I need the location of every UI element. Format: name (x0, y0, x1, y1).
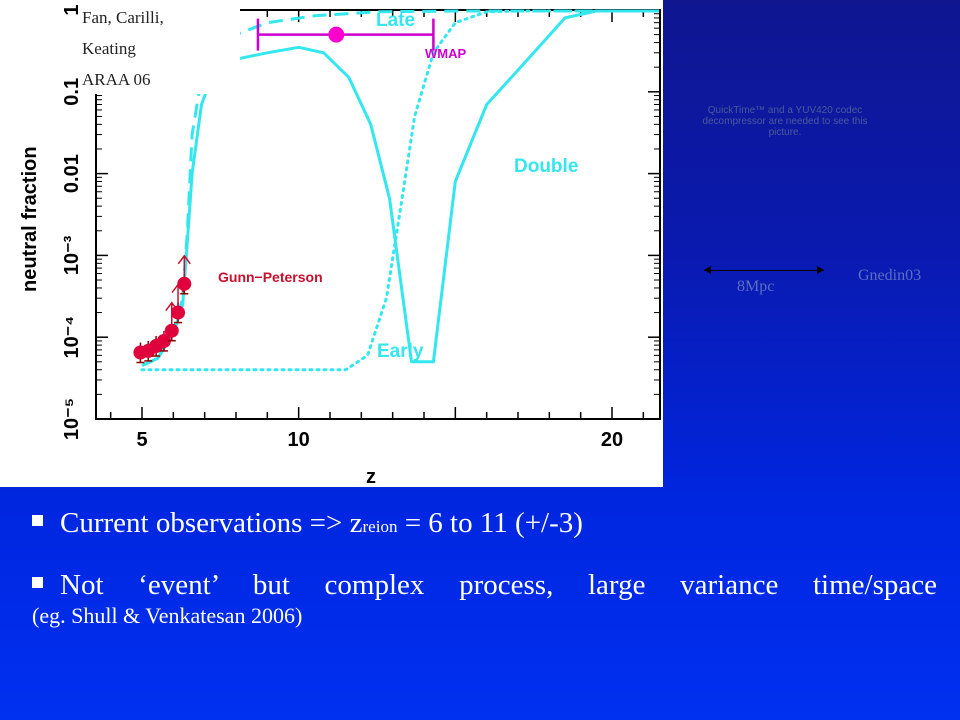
bullet-1-subscript: reion (362, 517, 398, 536)
plot-frame (95, 9, 661, 420)
bullet-1-tail: = 6 to 11 (+/-3) (397, 507, 583, 539)
annotation-early: Early (377, 341, 424, 362)
bullet-2-reference: (eg. Shull & Venkatesan 2006) (32, 603, 303, 628)
quicktime-placeholder-text: QuickTime™ and a YUV420 codec decompress… (702, 105, 868, 138)
y-tick-label: 1 (61, 4, 83, 15)
bullet-1-text: Current observations => z (60, 507, 363, 539)
citation-box (80, 4, 240, 94)
chart: 5 10 20 10⁻⁵ 10⁻⁴ 10⁻³ 0.01 0.1 1 neutral fracti… (19, 4, 661, 487)
gp-arrowhead (177, 254, 191, 265)
y-axis-label: neutral fraction (19, 146, 41, 292)
annotation-gunn-peterson: Gunn−Peterson (218, 269, 323, 285)
y-tick-label: 10⁻³ (61, 235, 83, 275)
annotation-double: Double (514, 156, 578, 177)
scale-label: 8Mpc (737, 278, 775, 295)
citation-line-2: Keating (82, 39, 136, 58)
bullet-list: Current observations => zreion = 6 to 11… (32, 505, 937, 629)
x-tick-label: 10 (288, 429, 310, 451)
y-tick-label: 0.1 (61, 78, 83, 106)
gunn-peterson-points (133, 254, 192, 364)
gp-data-point (164, 323, 179, 338)
x-tick-label: 5 (136, 429, 147, 451)
annotation-wmap: WMAP (425, 46, 466, 61)
gp-data-point (171, 305, 186, 320)
citation-line-1: Fan, Carilli, (82, 8, 164, 27)
scale-bar-arrow (704, 266, 824, 274)
gp-data-point (156, 333, 171, 348)
bullet-marker (32, 577, 43, 588)
series-early (140, 9, 661, 372)
series-double (141, 9, 659, 367)
y-tick-label: 0.01 (61, 154, 83, 193)
gp-data-point (177, 276, 192, 291)
y-tick-label: 10⁻⁵ (61, 398, 83, 440)
wmap-point (328, 26, 345, 43)
tick-labels: 5 10 20 10⁻⁵ 10⁻⁴ 10⁻³ 0.01 0.1 1 (61, 4, 623, 451)
image-credit: Gnedin03 (858, 267, 922, 284)
bullet-2-text: Not ‘event’ but complex process, large v… (60, 569, 937, 601)
y-tick-label: 10⁻⁴ (61, 316, 83, 359)
bullet-process: Not ‘event’ but complex process, large v… (32, 567, 937, 603)
wmap-constraint (256, 18, 435, 51)
x-tick-label: 20 (601, 429, 623, 451)
chart-panel: 5 10 20 10⁻⁵ 10⁻⁴ 10⁻³ 0.01 0.1 1 neutral fracti… (0, 0, 663, 487)
x-axis-label: z (366, 466, 376, 487)
bullet-observations: Current observations => zreion = 6 to 11… (32, 505, 937, 545)
citation-line-3: ARAA 06 (82, 70, 150, 89)
annotation-late: Late (376, 10, 415, 31)
bullet-marker (32, 515, 43, 526)
